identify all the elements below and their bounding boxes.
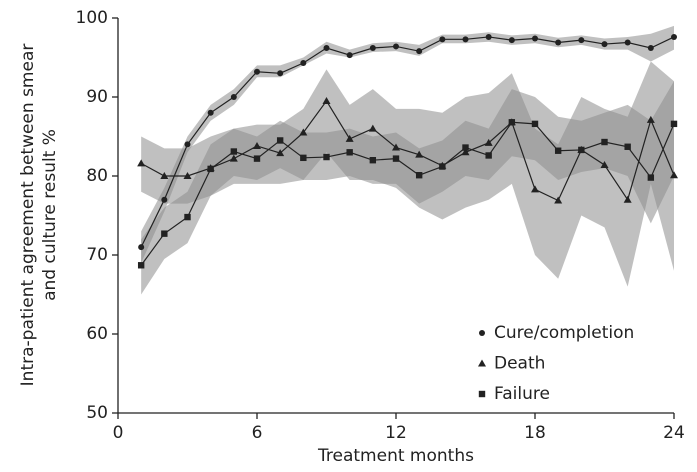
y-tick-label: 50 (86, 403, 108, 423)
line (140, 99, 675, 202)
point (646, 115, 655, 123)
point (137, 159, 146, 167)
point (300, 60, 307, 67)
point (138, 244, 145, 251)
point (623, 195, 632, 203)
point (439, 36, 446, 43)
y-tick-label: 70 (86, 245, 108, 265)
point (369, 45, 376, 52)
point (207, 109, 214, 116)
point (624, 143, 631, 150)
x-tick-label: 18 (524, 423, 546, 443)
point (345, 134, 354, 142)
point (508, 119, 516, 126)
point (555, 39, 562, 46)
legend-label: Death (494, 354, 545, 374)
point (532, 35, 538, 42)
x-tick-label: 12 (385, 423, 407, 443)
point (277, 70, 284, 77)
confidence-band (141, 81, 674, 295)
point (415, 150, 424, 158)
point (485, 33, 492, 40)
point (207, 165, 214, 173)
point (647, 174, 655, 181)
point (253, 155, 261, 162)
point (531, 185, 539, 193)
point (230, 148, 238, 155)
point (578, 146, 585, 154)
y-axis-label-line: and culture result % (40, 129, 60, 301)
point (229, 154, 238, 162)
point (462, 144, 469, 151)
y-tick-label: 80 (86, 166, 108, 186)
point (461, 148, 470, 156)
point (601, 138, 608, 146)
point (346, 52, 353, 59)
point (392, 155, 400, 162)
point (323, 45, 330, 52)
y-axis-label-line: Intra-patient agreement between smear (18, 44, 38, 387)
point (415, 172, 423, 179)
point (346, 149, 353, 156)
point (230, 94, 237, 100)
point (161, 196, 168, 203)
y-tick-label: 60 (86, 324, 108, 344)
point (393, 43, 399, 50)
point (184, 213, 191, 221)
point (368, 124, 377, 132)
legend-marker (479, 330, 485, 336)
point (508, 37, 515, 44)
point (299, 128, 308, 136)
point (601, 41, 608, 48)
point (484, 138, 493, 146)
x-tick-label: 0 (113, 423, 124, 443)
point (253, 141, 261, 149)
point (485, 152, 492, 159)
point (160, 172, 169, 179)
point (600, 160, 609, 168)
point (322, 96, 331, 104)
point (670, 120, 678, 128)
point (137, 262, 145, 269)
point (671, 33, 677, 40)
point (276, 149, 285, 157)
point (647, 45, 654, 52)
point (276, 137, 284, 144)
line (140, 121, 675, 266)
line (140, 36, 675, 248)
point (439, 163, 446, 170)
point (462, 36, 469, 43)
point (184, 141, 191, 148)
point (161, 230, 168, 237)
point (416, 48, 423, 55)
point (369, 157, 377, 164)
y-tick-label: 90 (86, 87, 108, 107)
point (392, 143, 400, 151)
x-tick-label: 6 (252, 423, 263, 443)
point (323, 153, 330, 161)
legend-label: Failure (494, 384, 550, 404)
legend-label: Cure/completion (494, 323, 634, 343)
point (554, 147, 562, 154)
confidence-band (141, 25, 674, 263)
point (624, 39, 631, 46)
point (578, 37, 585, 44)
x-tick-label: 24 (663, 423, 685, 443)
point (183, 172, 192, 179)
point (531, 120, 539, 128)
y-tick-label: 100 (76, 8, 108, 28)
point (670, 171, 678, 179)
point (554, 196, 563, 204)
point (300, 154, 307, 162)
x-axis-label: Treatment months (317, 446, 474, 466)
legend-marker (478, 390, 486, 398)
point (254, 68, 260, 75)
y-axis-label: Intra-patient agreement between smear an… (18, 44, 60, 387)
legend-marker (478, 359, 486, 367)
